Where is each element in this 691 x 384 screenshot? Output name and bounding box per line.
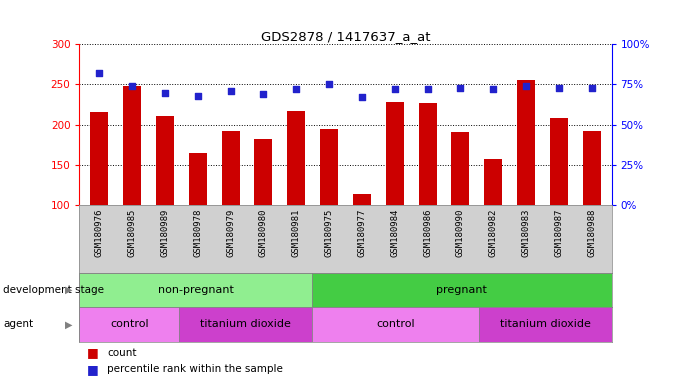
Text: ▶: ▶	[65, 285, 73, 295]
Point	[225, 88, 236, 94]
Point	[488, 86, 499, 93]
Text: GSM180978: GSM180978	[193, 208, 202, 257]
Bar	[353, 194, 371, 205]
Point	[520, 83, 531, 89]
Bar	[189, 153, 207, 205]
Point	[192, 93, 203, 99]
Point	[126, 83, 138, 89]
Point	[94, 70, 105, 76]
Text: pregnant: pregnant	[437, 285, 487, 295]
Text: control: control	[110, 319, 149, 329]
Point	[553, 84, 565, 91]
Bar	[123, 86, 141, 205]
Bar	[222, 131, 240, 205]
Text: development stage: development stage	[3, 285, 104, 295]
Text: ▶: ▶	[65, 319, 73, 329]
Text: non-pregnant: non-pregnant	[158, 285, 234, 295]
Text: GSM180979: GSM180979	[226, 208, 235, 257]
Bar	[386, 102, 404, 205]
Text: agent: agent	[3, 319, 34, 329]
Text: percentile rank within the sample: percentile rank within the sample	[107, 364, 283, 374]
Text: GSM180983: GSM180983	[522, 208, 531, 257]
Bar	[484, 159, 502, 205]
Point	[160, 89, 171, 96]
Bar	[79, 273, 312, 307]
Bar	[583, 131, 601, 205]
Text: GSM180987: GSM180987	[554, 208, 563, 257]
Text: GSM180975: GSM180975	[325, 208, 334, 257]
Bar	[254, 139, 272, 205]
Bar	[312, 273, 612, 307]
Point	[586, 84, 597, 91]
Bar	[451, 132, 469, 205]
Point	[291, 86, 302, 93]
Bar	[312, 307, 478, 342]
Bar	[79, 307, 179, 342]
Text: GSM180976: GSM180976	[95, 208, 104, 257]
Text: GSM180977: GSM180977	[357, 208, 366, 257]
Point	[258, 91, 269, 97]
Text: GSM180990: GSM180990	[456, 208, 465, 257]
Bar	[320, 129, 338, 205]
Text: GSM180989: GSM180989	[160, 208, 169, 257]
Text: titanium dioxide: titanium dioxide	[200, 319, 291, 329]
Text: GSM180982: GSM180982	[489, 208, 498, 257]
Text: ■: ■	[86, 346, 98, 359]
Text: GSM180985: GSM180985	[128, 208, 137, 257]
Text: GSM180988: GSM180988	[587, 208, 596, 257]
Bar	[517, 81, 535, 205]
Bar	[478, 307, 612, 342]
Point	[323, 81, 334, 88]
Bar	[90, 112, 108, 205]
Point	[389, 86, 400, 93]
Bar	[419, 103, 437, 205]
Point	[357, 94, 368, 101]
Bar	[287, 111, 305, 205]
Text: GSM180981: GSM180981	[292, 208, 301, 257]
Text: control: control	[376, 319, 415, 329]
Bar	[550, 118, 568, 205]
Point	[422, 86, 433, 93]
Text: count: count	[107, 348, 137, 358]
Text: titanium dioxide: titanium dioxide	[500, 319, 591, 329]
Point	[455, 84, 466, 91]
Bar	[179, 307, 312, 342]
Text: GSM180980: GSM180980	[259, 208, 268, 257]
Title: GDS2878 / 1417637_a_at: GDS2878 / 1417637_a_at	[261, 30, 430, 43]
Text: GSM180986: GSM180986	[423, 208, 432, 257]
Text: ■: ■	[86, 363, 98, 376]
Text: GSM180984: GSM180984	[390, 208, 399, 257]
Bar	[156, 116, 174, 205]
